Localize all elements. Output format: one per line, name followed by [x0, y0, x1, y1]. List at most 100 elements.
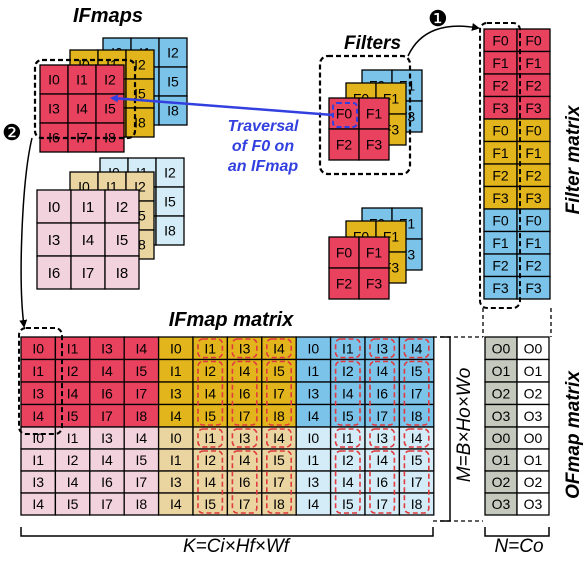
ofmap-matrix-cell [516, 492, 550, 516]
ifmap-red-text: I0 [48, 72, 60, 88]
filter-matrix-text: F3 [492, 190, 509, 206]
ifmap-matrix-text: I1 [308, 452, 320, 468]
ofmap-matrix-text: O0 [492, 340, 511, 356]
filters-label: Filters [344, 33, 401, 54]
ifmap-matrix-text: I3 [32, 474, 44, 490]
ifmap-stack-colored: I0I1I2I3I4I5I6I7I8I0I1I2I3I4I5I6I7I8I0I1… [39, 37, 188, 153]
ifmap-matrix-text: I5 [136, 363, 148, 379]
ofmap-matrix-text: O2 [524, 474, 543, 490]
ofmap-matrix-text: O3 [492, 408, 511, 424]
ifmap-matrix-text: I4 [411, 340, 423, 356]
traversal-highlight [197, 428, 224, 448]
filter-matrix-text: F3 [492, 280, 509, 296]
traversal-highlight [369, 450, 396, 514]
ifmap-matrix-text: I1 [32, 363, 44, 379]
traversal-highlight [403, 450, 430, 514]
ifmap-matrix-text: I0 [170, 430, 182, 446]
dimension-n-bracket [484, 527, 550, 537]
ifmap-matrix-label: IFmap matrix [169, 309, 294, 331]
ifmap-matrix-text: I1 [67, 340, 79, 356]
ifmap-pink-text: I5 [116, 232, 129, 249]
ifmap-matrix-text: I0 [308, 340, 320, 356]
ifmap-matrix-text: I3 [170, 385, 182, 401]
ifmap-matrix-text: I7 [273, 385, 285, 401]
ifmap-matrix-text: I5 [273, 452, 285, 468]
ifmap-matrix-text: I0 [32, 340, 44, 356]
filter-red-text: F2 [336, 276, 353, 292]
ifmap-matrix-text: I6 [376, 474, 388, 490]
ifmap-matrix-text: I5 [273, 363, 285, 379]
filter-matrix-text: F1 [492, 235, 509, 251]
ifmap-matrix-text: I1 [204, 430, 216, 446]
traversal-highlight [369, 360, 396, 426]
ofmap-matrix-text: O2 [492, 474, 511, 490]
ifmap-matrix-text: I5 [342, 496, 354, 512]
traversal-highlight [265, 450, 292, 514]
ifmap-matrix-text: I1 [204, 340, 216, 356]
ifmap-matrix-text: I4 [32, 496, 44, 512]
traversal-highlight [369, 338, 396, 359]
annotations [18, 22, 552, 537]
ofmap-matrix-text: O1 [524, 363, 543, 379]
ofmap-matrix-text: O3 [492, 496, 511, 512]
ifmap-matrix-text: I8 [136, 496, 148, 512]
ifmap-matrix-text: I6 [239, 474, 251, 490]
ofmap-matrix-text: O0 [524, 340, 543, 356]
step-2-marker: ❷ [2, 120, 22, 145]
ifmap-matrix-text: I6 [239, 385, 251, 401]
ifmap-matrix-text: I4 [273, 430, 285, 446]
ifmap-pink-text: I6 [48, 265, 61, 282]
filter-matrix-text: F2 [525, 77, 542, 93]
ifmap-red-cell [95, 64, 125, 95]
ifmap-matrix-text: I4 [67, 474, 79, 490]
ifmap-matrix-text: I5 [67, 408, 79, 424]
ofmap-matrix-text: O3 [524, 408, 543, 424]
ifmap-matrix-text: I1 [308, 363, 320, 379]
step-1-arrow [407, 22, 480, 57]
filter-matrix-text: F1 [492, 55, 509, 71]
filter-matrix-text: F0 [525, 122, 542, 138]
ofmap-matrix-label: OFmap matrix [563, 370, 584, 499]
traversal-highlight [403, 428, 430, 448]
filter-red-cell [358, 97, 390, 130]
filter-matrix-text: F2 [525, 167, 542, 183]
ifmap-pink-cell [70, 222, 106, 257]
ifmap-matrix-text: I4 [101, 363, 113, 379]
ifmap-matrix-text: I2 [67, 452, 79, 468]
filter-matrix-text: F1 [525, 145, 542, 161]
ifmap-red-text: I1 [76, 72, 88, 88]
filter-matrix-label: Filter matrix [563, 104, 584, 214]
traversal-highlight [231, 428, 258, 448]
traversal-highlight [231, 360, 258, 426]
ofmap-matrix-text: O1 [492, 452, 511, 468]
ifmap-pink-text: I3 [48, 232, 61, 249]
ifmap-matrix-text: I8 [273, 496, 285, 512]
ifmap-matrix-cell [398, 492, 435, 516]
ifmap-yellow-cell [125, 78, 155, 109]
ifmap-matrix-text: I3 [376, 430, 388, 446]
filter-matrix-text: F0 [492, 32, 509, 48]
ifmap-matrix-text: I3 [239, 340, 251, 356]
ifmap-matrix-text: I2 [342, 452, 354, 468]
ifmap-matrix-text: I7 [239, 408, 251, 424]
ifmap-red-text: I3 [48, 101, 60, 117]
ifmap-matrix-text: I4 [136, 340, 148, 356]
ifmap-matrix-text: I0 [308, 430, 320, 446]
ifmap-matrix-text: I8 [411, 408, 423, 424]
traversal-arrow [110, 94, 334, 117]
ifmap-matrix-text: I1 [342, 430, 354, 446]
ifmap-matrix: I0 I1 I3 I4 I0 I1 I3 I4 I0 I1 I3 I4 I1 I2 I4 I5 I1 I2 I4 I5… [20, 336, 435, 516]
ifmap-matrix-text: I7 [136, 474, 148, 490]
ifmap-matrix-text: I6 [376, 385, 388, 401]
ifmap-matrix-text: I4 [376, 452, 388, 468]
ifmap-matrix-text: I6 [101, 474, 113, 490]
dimension-m-bracket [440, 336, 451, 522]
filter-red-text: F1 [366, 245, 383, 261]
ifmaps-label: IFmaps [73, 5, 143, 27]
ifmap-red-text: I8 [104, 130, 116, 146]
ifmap-matrix-text: I8 [273, 408, 285, 424]
ifmap-matrix-text: I4 [273, 340, 285, 356]
traversal-highlight [231, 338, 258, 359]
ifmap-matrix-text: I1 [170, 363, 182, 379]
